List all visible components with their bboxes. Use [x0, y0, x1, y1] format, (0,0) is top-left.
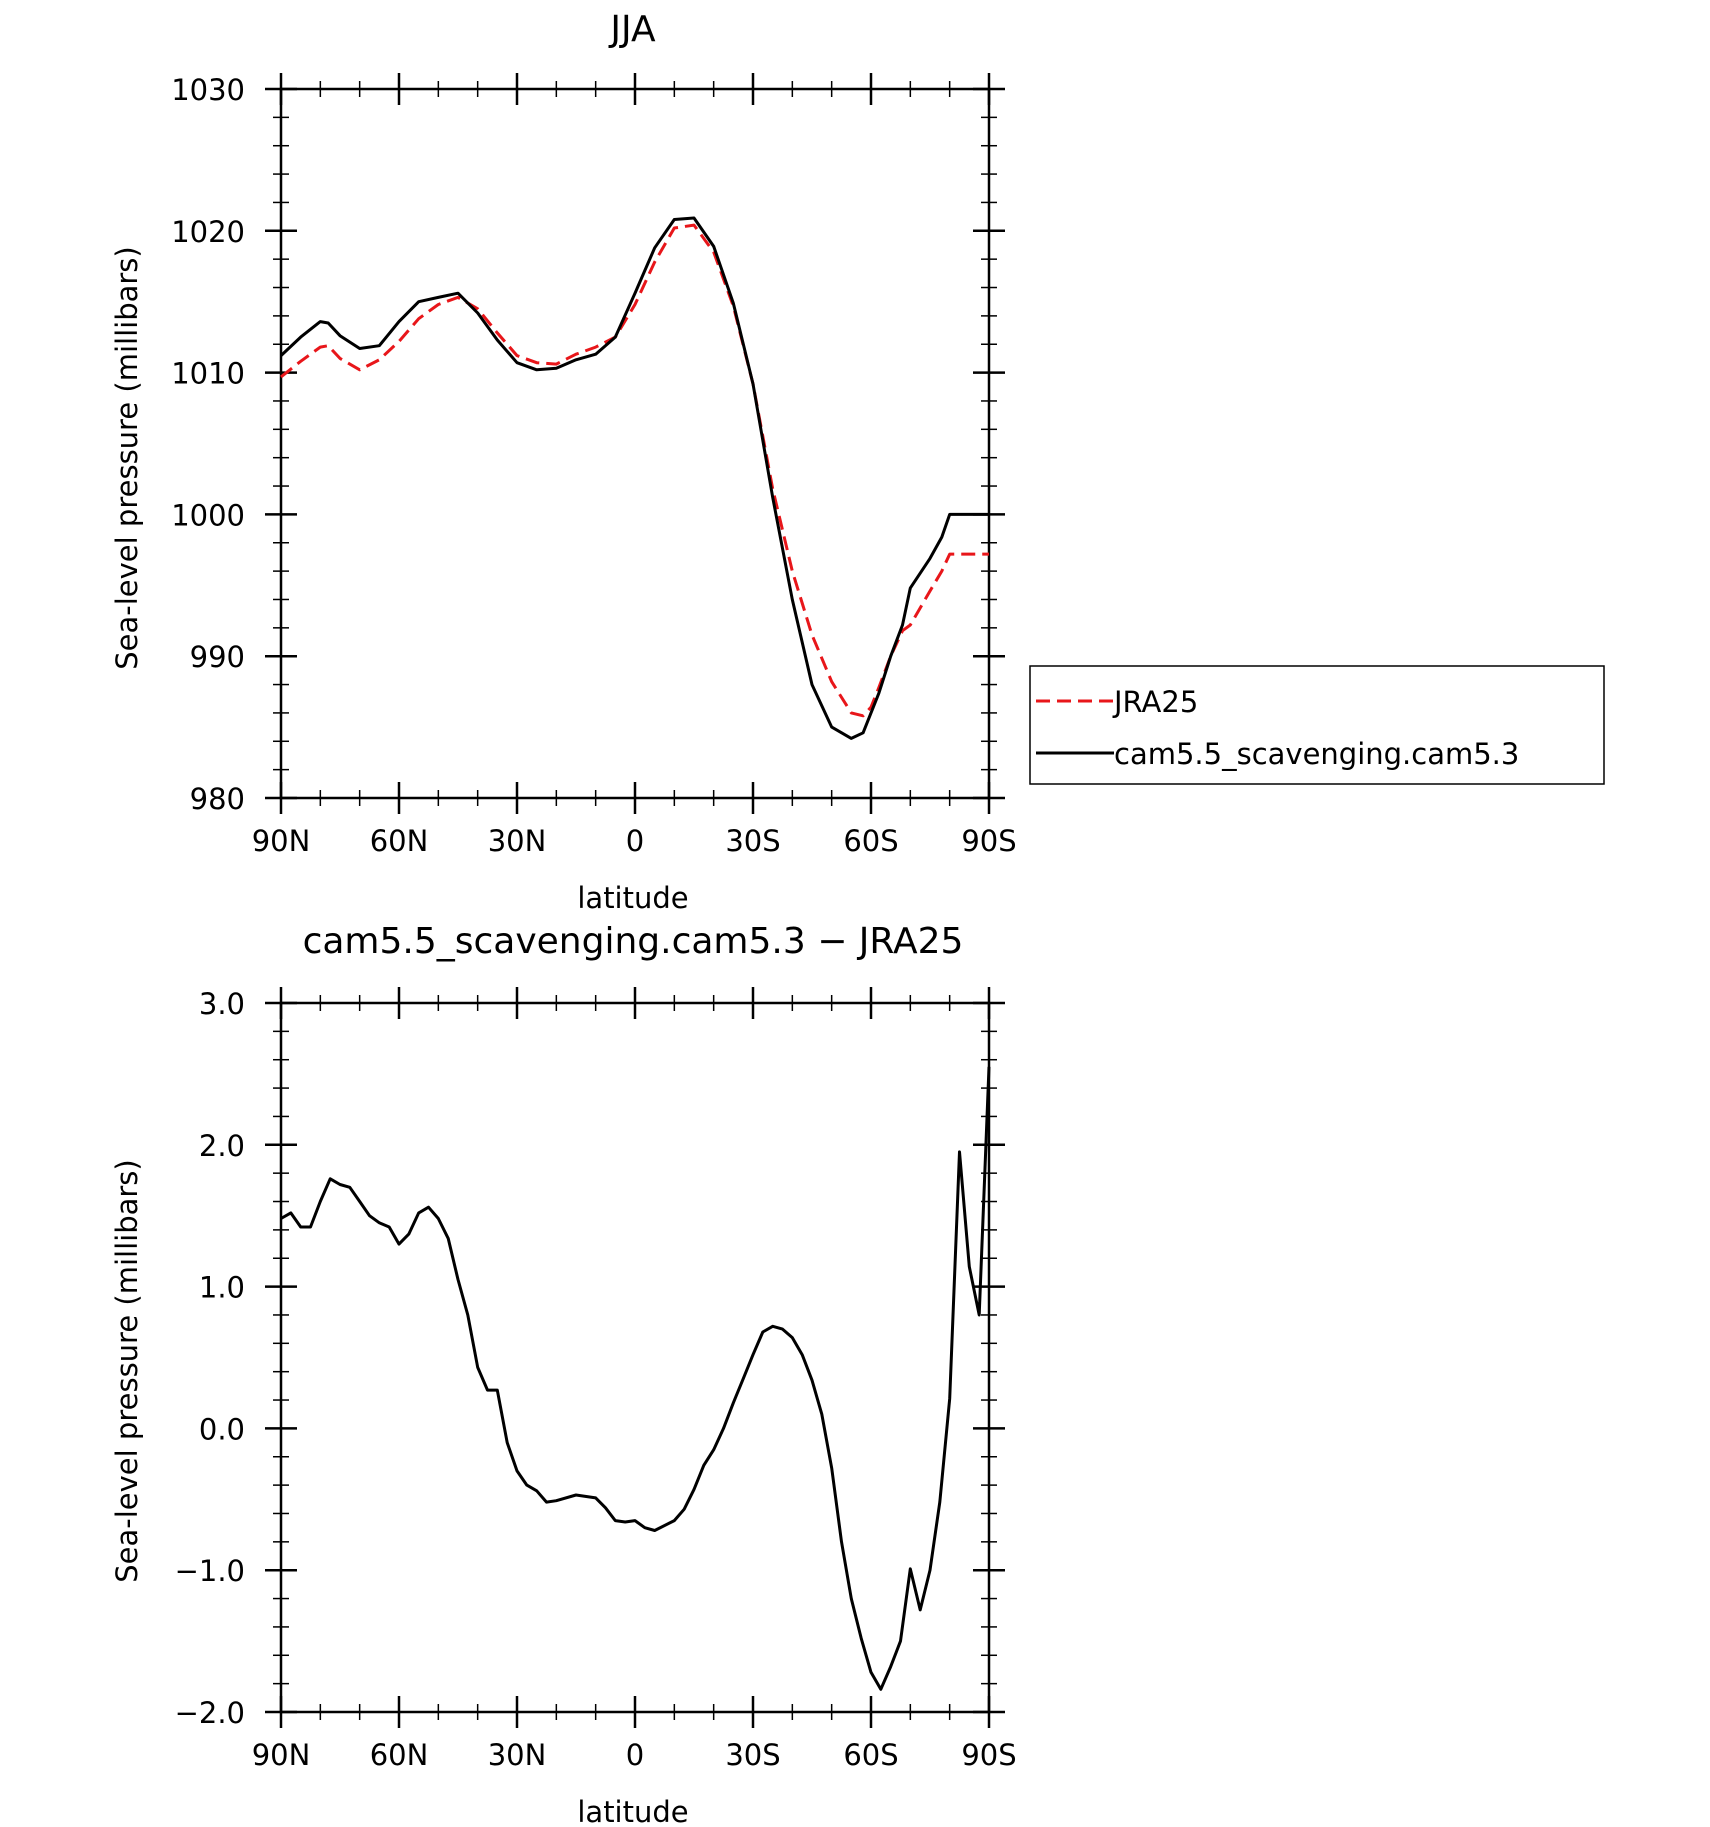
series-line-1: [280, 1066, 991, 1691]
y-tick-label: 990: [190, 640, 245, 674]
series-line-1: [280, 223, 989, 718]
chart-title: JJA: [608, 9, 656, 50]
y-tick-label: 1030: [171, 73, 245, 107]
y-tick-label: 0.0: [199, 1412, 245, 1446]
x-tick-label: 60N: [370, 1738, 429, 1772]
chart-panel-bottom: cam5.5_scavenging.cam5.3 − JRA25 90N 60N 3…: [110, 921, 1017, 1827]
x-tick-label: 60N: [370, 824, 429, 858]
y-tick-label: −2.0: [175, 1696, 245, 1730]
x-tick-label: 30S: [725, 824, 780, 858]
x-tick-label: 30S: [725, 1738, 780, 1772]
x-axis-label: latitude: [577, 1795, 688, 1827]
chart-panel-top: JJA 90N 60N 30N 0 30S 60S 90S 980 990 1000 1010 102…: [110, 9, 1017, 915]
x-tick-label: 0: [626, 1738, 644, 1772]
plot-frame: [279, 87, 991, 800]
y-tick-label: 1.0: [199, 1271, 245, 1305]
plot-area: 90N 60N 30N 0 30S 60S 90S −2.0 −1.0 0.0 1.0 2.0 3.0: [175, 987, 1017, 1772]
y-tick-label: 1020: [171, 215, 245, 249]
legend-box: [1029, 665, 1605, 785]
y-tick-label: 980: [190, 782, 245, 816]
legend-label-cam: cam5.5_scavenging.cam5.3: [1114, 737, 1519, 771]
y-tick-label: −1.0: [175, 1554, 245, 1588]
x-tick-label: 60S: [843, 824, 898, 858]
series-line-2: [279, 216, 989, 740]
y-tick-label: 1000: [171, 498, 245, 532]
x-tick-label: 90N: [252, 1738, 311, 1772]
y-tick-label: 1010: [171, 357, 245, 391]
x-tick-label: 0: [626, 824, 644, 858]
x-tick-label: 90N: [252, 824, 311, 858]
x-tick-label: 30N: [488, 1738, 547, 1772]
x-tick-label: 30N: [488, 824, 547, 858]
plot-frame: [279, 1001, 991, 1714]
y-tick-label: 3.0: [199, 987, 245, 1021]
x-tick-label: 90S: [961, 824, 1016, 858]
y-axis-label: Sea-level pressure (millibars): [110, 1159, 144, 1582]
legend-label-jra25: JRA25: [1112, 685, 1198, 719]
x-tick-label: 90S: [961, 1738, 1016, 1772]
x-axis-label: latitude: [577, 881, 688, 915]
y-tick-label: 2.0: [199, 1129, 245, 1163]
y-axis-label: Sea-level pressure (millibars): [110, 246, 144, 669]
x-tick-label: 60S: [843, 1738, 898, 1772]
legend: JRA25 cam5.5_scavenging.cam5.3: [1029, 665, 1605, 785]
plot-area: 90N 60N 30N 0 30S 60S 90S 980 990 1000 1010 1020 103…: [171, 73, 1017, 858]
chart-title: cam5.5_scavenging.cam5.3 − JRA25: [303, 921, 964, 962]
